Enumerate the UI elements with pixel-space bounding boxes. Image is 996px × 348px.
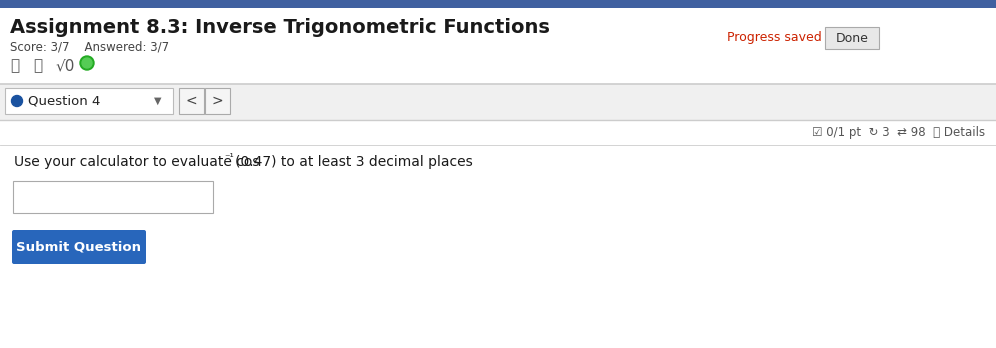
Text: Submit Question: Submit Question	[17, 240, 141, 253]
Text: Done: Done	[836, 32, 869, 45]
Text: (0.47) to at least 3 decimal places: (0.47) to at least 3 decimal places	[235, 155, 473, 169]
Text: >: >	[211, 94, 223, 108]
FancyBboxPatch shape	[825, 27, 879, 49]
Text: ⁻¹: ⁻¹	[224, 153, 234, 163]
Circle shape	[80, 56, 94, 70]
Text: ▼: ▼	[154, 96, 161, 106]
Text: 🖨: 🖨	[33, 58, 42, 73]
Text: 📄: 📄	[10, 58, 19, 73]
Text: Question 4: Question 4	[28, 95, 101, 108]
Text: Assignment 8.3: Inverse Trigonometric Functions: Assignment 8.3: Inverse Trigonometric Fu…	[10, 18, 550, 37]
Circle shape	[12, 95, 23, 106]
Text: ☑ 0/1 pt  ↻ 3  ⇄ 98  ⓘ Details: ☑ 0/1 pt ↻ 3 ⇄ 98 ⓘ Details	[812, 126, 985, 139]
Text: Use your calculator to evaluate cos: Use your calculator to evaluate cos	[14, 155, 260, 169]
FancyBboxPatch shape	[13, 181, 213, 213]
FancyBboxPatch shape	[0, 0, 996, 8]
FancyBboxPatch shape	[0, 84, 996, 120]
FancyBboxPatch shape	[179, 88, 204, 114]
FancyBboxPatch shape	[12, 230, 146, 264]
Text: <: <	[185, 94, 197, 108]
Text: Score: 3/7    Answered: 3/7: Score: 3/7 Answered: 3/7	[10, 40, 169, 53]
Text: Progress saved: Progress saved	[727, 32, 822, 45]
FancyBboxPatch shape	[0, 8, 996, 348]
FancyBboxPatch shape	[5, 88, 173, 114]
Text: √0: √0	[56, 58, 76, 73]
Circle shape	[82, 58, 92, 68]
FancyBboxPatch shape	[205, 88, 230, 114]
